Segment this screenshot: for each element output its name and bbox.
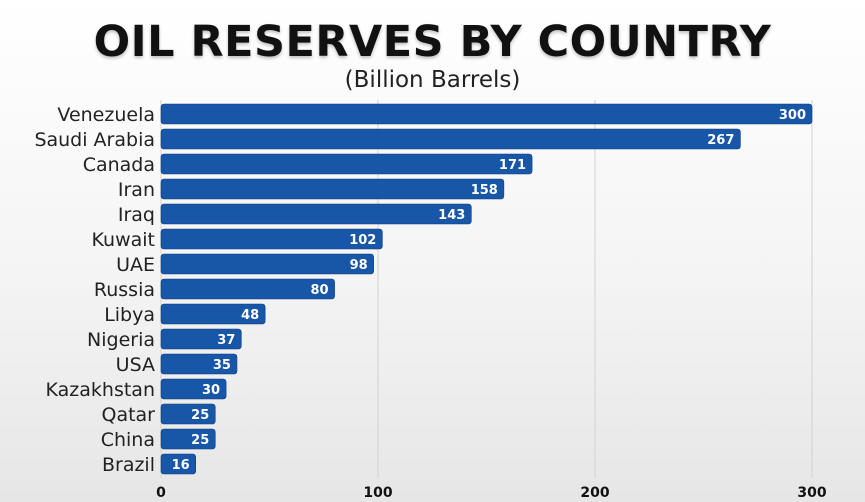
- bar: [160, 253, 374, 275]
- data-label: 102: [349, 233, 376, 248]
- bar-group: 98 UAE: [116, 253, 374, 276]
- bar: [160, 228, 383, 250]
- category-label: Kazakhstan: [46, 379, 155, 401]
- data-label: 25: [191, 433, 209, 448]
- bar: [160, 328, 242, 350]
- bar-group: 171 Canada: [83, 153, 533, 176]
- bar-group: 143 Iraq: [118, 203, 472, 226]
- bar-group: 80 Russia: [94, 278, 335, 301]
- bar: [160, 278, 335, 300]
- bar-group: 30 Kazakhstan: [46, 378, 227, 401]
- bar: [160, 378, 227, 400]
- bar: [160, 128, 741, 150]
- bar-group: 37 Nigeria: [87, 328, 242, 351]
- bar: [160, 428, 216, 450]
- bar-group: 16 Brazil: [102, 453, 197, 476]
- category-label: USA: [116, 354, 155, 376]
- bar-group: 300 Venezuela: [57, 103, 813, 126]
- bar: [160, 203, 472, 225]
- data-label: 25: [191, 408, 209, 423]
- category-label: Qatar: [101, 404, 155, 426]
- bar-group: 102 Kuwait: [92, 228, 383, 251]
- data-label: 48: [241, 308, 259, 323]
- x-tick-label: 100: [363, 485, 392, 501]
- bar-group: 267 Saudi Arabia: [34, 128, 741, 151]
- category-label: UAE: [116, 254, 155, 276]
- x-tick-label: 0: [156, 485, 166, 501]
- data-label: 300: [779, 108, 806, 123]
- data-label: 80: [311, 283, 329, 298]
- chart-title: OIL RESERVES BY COUNTRY: [93, 17, 772, 67]
- data-label: 171: [499, 158, 526, 173]
- category-label: Kuwait: [92, 229, 155, 251]
- category-label: Libya: [104, 304, 155, 326]
- bar: [160, 303, 266, 325]
- category-label: Russia: [94, 279, 155, 301]
- category-label: China: [101, 429, 155, 451]
- data-label: 16: [172, 458, 190, 473]
- category-label: Canada: [83, 154, 155, 176]
- bar-group: 25 Qatar: [101, 403, 216, 426]
- data-label: 37: [217, 333, 235, 348]
- bar: [160, 178, 505, 200]
- bar-group: 25 China: [101, 428, 216, 451]
- category-label: Nigeria: [87, 329, 155, 351]
- bar: [160, 453, 197, 475]
- data-label: 30: [202, 383, 220, 398]
- chart-subtitle: (Billion Barrels): [344, 67, 521, 93]
- data-label: 35: [213, 358, 231, 373]
- category-label: Venezuela: [57, 104, 155, 126]
- x-tick-label: 300: [797, 485, 826, 501]
- data-label: 143: [438, 208, 465, 223]
- bar-group: 48 Libya: [104, 303, 266, 326]
- data-label: 267: [707, 133, 734, 148]
- bar: [160, 103, 813, 125]
- data-label: 158: [471, 183, 498, 198]
- bar-group: 35 USA: [116, 353, 238, 376]
- bar: [160, 353, 238, 375]
- bar: [160, 153, 533, 175]
- category-label: Brazil: [102, 454, 155, 476]
- bar-group: 158 Iran: [118, 178, 505, 201]
- data-label: 98: [350, 258, 368, 273]
- category-label: Iran: [118, 179, 155, 201]
- x-tick-label: 200: [580, 485, 609, 501]
- category-label: Saudi Arabia: [34, 129, 155, 151]
- category-label: Iraq: [118, 204, 155, 226]
- bar: [160, 403, 216, 425]
